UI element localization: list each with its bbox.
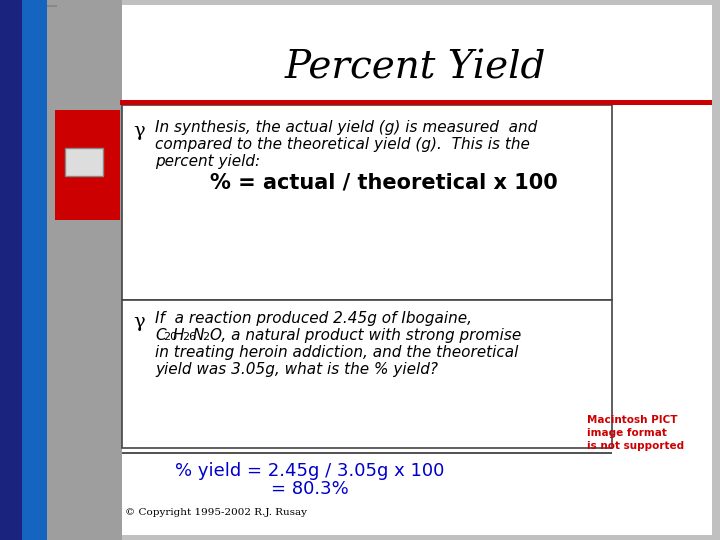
Bar	[22, 0, 47, 540]
Bar	[47, 5, 57, 7]
Text: = 80.3%: = 80.3%	[271, 480, 349, 498]
Text: N: N	[193, 328, 204, 343]
Text: H: H	[173, 328, 184, 343]
Text: percent yield:: percent yield:	[155, 154, 260, 169]
Bar	[122, 105, 612, 300]
Bar	[120, 100, 712, 105]
Text: C: C	[155, 328, 166, 343]
Bar	[55, 110, 120, 220]
Text: 2: 2	[202, 332, 209, 342]
Bar	[122, 452, 612, 454]
Text: Percent Yield: Percent Yield	[284, 50, 546, 86]
Text: is not supported: is not supported	[587, 441, 684, 451]
Text: in treating heroin addiction, and the theoretical: in treating heroin addiction, and the th…	[155, 345, 518, 360]
Text: If  a reaction produced 2.45g of Ibogaine,: If a reaction produced 2.45g of Ibogaine…	[155, 311, 472, 326]
Text: γ: γ	[133, 313, 145, 331]
Text: Macintosh PICT: Macintosh PICT	[587, 415, 678, 425]
Text: % yield = 2.45g / 3.05g x 100: % yield = 2.45g / 3.05g x 100	[175, 462, 445, 480]
Text: © Copyright 1995-2002 R.J. Rusay: © Copyright 1995-2002 R.J. Rusay	[125, 508, 307, 517]
Text: image format: image format	[587, 428, 667, 438]
Text: In synthesis, the actual yield (g) is measured  and: In synthesis, the actual yield (g) is me…	[155, 120, 537, 135]
Text: yield was 3.05g, what is the % yield?: yield was 3.05g, what is the % yield?	[155, 362, 438, 377]
Bar	[0, 0, 22, 540]
Bar	[47, 0, 122, 540]
Text: 20: 20	[163, 332, 177, 342]
Bar	[120, 5, 712, 535]
Text: O, a natural product with strong promise: O, a natural product with strong promise	[210, 328, 521, 343]
Text: 26: 26	[182, 332, 196, 342]
Bar	[122, 300, 612, 448]
Text: compared to the theoretical yield (g).  This is the: compared to the theoretical yield (g). T…	[155, 137, 530, 152]
Text: γ: γ	[133, 122, 145, 140]
Bar	[22, 310, 47, 450]
Text: % = actual / theoretical x 100: % = actual / theoretical x 100	[210, 173, 558, 193]
Bar	[65, 148, 103, 176]
